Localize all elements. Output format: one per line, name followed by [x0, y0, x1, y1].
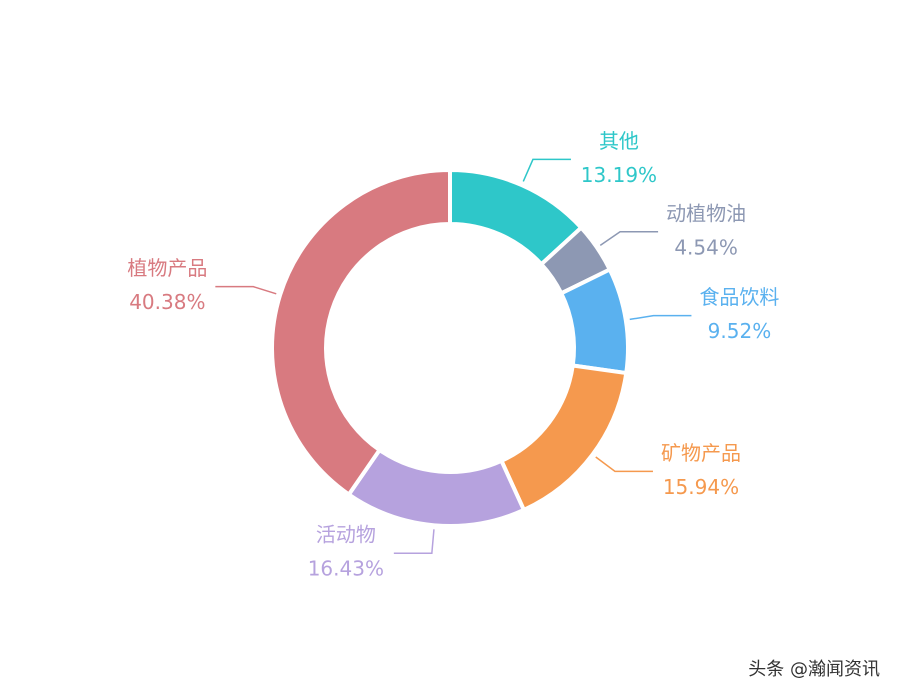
value-label: 15.94%: [663, 475, 739, 499]
donut-segment: [498, 363, 629, 513]
donut-segment: [270, 167, 452, 498]
slice-label: 动植物油: [666, 201, 746, 225]
donut-segment: [346, 447, 527, 528]
leader-line: [393, 529, 435, 554]
leader-line: [215, 285, 277, 295]
value-label: 40.38%: [129, 290, 205, 314]
value-label: 13.19%: [581, 163, 657, 187]
leader-line: [522, 158, 571, 182]
slice-label: 矿物产品: [661, 441, 741, 465]
value-label: 4.54%: [674, 235, 738, 259]
slice-label: 食品饮料: [699, 285, 779, 309]
value-label: 9.52%: [708, 319, 772, 343]
leader-line: [595, 456, 653, 473]
slice-label: 活动物: [316, 523, 376, 547]
slice-label: 植物产品: [127, 256, 207, 280]
leader-line: [629, 314, 692, 321]
leader-line: [599, 231, 659, 246]
slice-label: 其他: [599, 129, 639, 153]
watermark: 头条 @瀚闻资讯: [748, 659, 880, 680]
value-label: 16.43%: [308, 557, 384, 581]
